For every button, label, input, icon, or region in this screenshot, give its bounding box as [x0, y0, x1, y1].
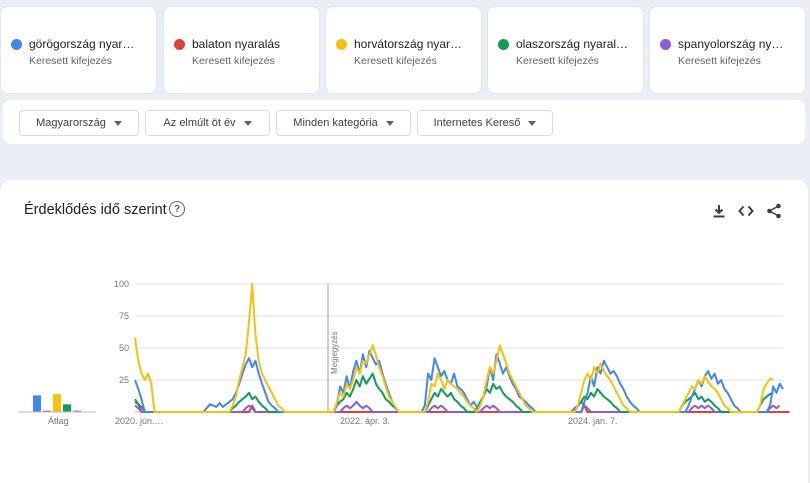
- series-color-dot: [660, 38, 671, 50]
- category-dropdown[interactable]: Minden kategória: [276, 110, 411, 136]
- period-dropdown-label: Az elmúlt öt év: [163, 117, 236, 129]
- term-name: balaton nyaralás: [192, 37, 281, 51]
- term-name: horvátország nyar…: [354, 37, 463, 51]
- filter-bar: Magyarország Az elmúlt öt év Minden kate…: [3, 100, 805, 144]
- term-card-3[interactable]: horvátország nyar… Keresett kifejezés: [325, 6, 482, 94]
- series-color-dot: [336, 38, 347, 50]
- average-bar: [33, 395, 41, 412]
- series-color-dot: [11, 38, 22, 50]
- average-bar: [53, 394, 61, 412]
- interest-chart: 100 75 50 25 Megjegyzés 2020. jún.… 2022. ápr.…: [18, 279, 790, 426]
- average-bar: [63, 404, 71, 412]
- series-line-4: [134, 372, 774, 413]
- dropdown-caret-icon: [385, 120, 394, 126]
- dropdown-caret-icon: [528, 120, 537, 126]
- term-card-4[interactable]: olaszország nyaral… Keresett kifejezés: [487, 6, 644, 94]
- country-dropdown[interactable]: Magyarország: [19, 110, 139, 136]
- x-tick-label: 2022. ápr. 3.: [340, 416, 390, 426]
- y-tick-label: 25: [119, 375, 129, 385]
- average-bar: [43, 410, 51, 412]
- period-dropdown[interactable]: Az elmúlt öt év: [145, 110, 270, 136]
- average-bar: [73, 410, 81, 412]
- term-card-2[interactable]: balaton nyaralás Keresett kifejezés: [163, 6, 320, 94]
- country-dropdown-label: Magyarország: [36, 117, 106, 129]
- term-subtitle: Keresett kifejezés: [29, 55, 112, 67]
- series-color-dot: [174, 38, 185, 50]
- help-circle-icon[interactable]: ?: [169, 201, 185, 217]
- term-name: olaszország nyaral…: [516, 37, 629, 51]
- interest-over-time-card: Érdeklődés idő szerint ? 100 75 50 25 Megjeg…: [0, 180, 808, 483]
- term-subtitle: Keresett kifejezés: [516, 55, 599, 67]
- y-tick-label: 100: [114, 279, 129, 289]
- annotation-label: Megjegyzés: [330, 331, 339, 374]
- term-subtitle: Keresett kifejezés: [192, 55, 275, 67]
- term-card-5[interactable]: spanyolország ny… Keresett kifejezés: [649, 6, 806, 94]
- dropdown-caret-icon: [113, 120, 122, 126]
- y-tick-label: 75: [119, 311, 129, 321]
- download-icon[interactable]: [710, 202, 728, 220]
- source-dropdown[interactable]: Internetes Kereső: [417, 110, 553, 136]
- x-tick-label: 2020. jún.…: [115, 416, 164, 426]
- series-line-3: [134, 283, 774, 413]
- y-tick-label: 50: [119, 343, 129, 353]
- term-card-1[interactable]: görögország nyar… Keresett kifejezés: [0, 6, 157, 94]
- source-dropdown-label: Internetes Kereső: [433, 117, 521, 129]
- series-color-dot: [498, 38, 509, 50]
- share-icon[interactable]: [765, 202, 783, 220]
- category-dropdown-label: Minden kategória: [293, 117, 378, 129]
- embed-code-icon[interactable]: [737, 202, 755, 220]
- average-label: Átlag: [48, 416, 69, 426]
- search-terms-bar: görögország nyar… Keresett kifejezés bal…: [0, 0, 810, 96]
- term-name: görögország nyar…: [29, 37, 135, 51]
- term-subtitle: Keresett kifejezés: [678, 55, 761, 67]
- dropdown-caret-icon: [243, 120, 252, 126]
- term-subtitle: Keresett kifejezés: [354, 55, 437, 67]
- card-title: Érdeklődés idő szerint: [24, 202, 167, 218]
- term-name: spanyolország ny…: [678, 37, 784, 51]
- x-tick-label: 2024. jan. 7.: [568, 416, 618, 426]
